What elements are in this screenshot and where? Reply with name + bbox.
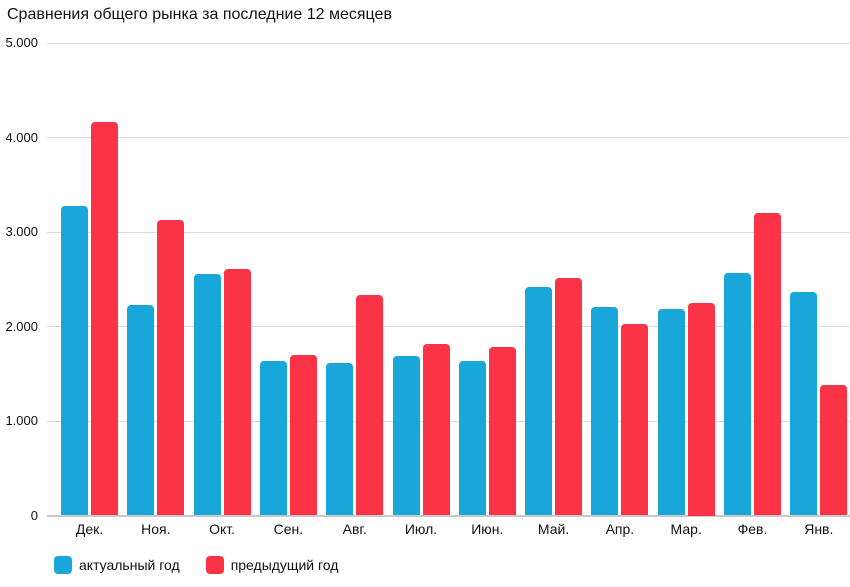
bar-previous-year[interactable]: [157, 219, 185, 516]
x-axis-tick-label: Авг.: [342, 521, 367, 537]
bar-previous-year[interactable]: [555, 278, 583, 516]
legend-label-previous-year: предыдущий год: [230, 557, 339, 573]
x-axis-tick-label: Мар.: [670, 521, 702, 537]
bar-current-year[interactable]: [392, 355, 420, 516]
bar-current-year[interactable]: [591, 306, 619, 516]
gridline: [47, 326, 850, 327]
bar-current-year[interactable]: [259, 360, 287, 516]
legend-swatch-current-year-icon: [54, 556, 72, 574]
legend-label-current-year: актуальный год: [79, 557, 180, 573]
x-axis-tick-label: Дек.: [75, 521, 104, 537]
bar-previous-year[interactable]: [422, 343, 450, 516]
y-axis-tick-label: 2.000: [5, 318, 38, 334]
bar-previous-year[interactable]: [356, 295, 384, 516]
x-axis-tick-label: Май.: [537, 521, 570, 537]
y-axis-tick-label: 0: [30, 507, 38, 523]
bar-current-year[interactable]: [193, 273, 221, 516]
x-axis-tick-label: Апр.: [605, 521, 635, 537]
gridline: [47, 231, 850, 233]
y-axis-tick-label: 3.000: [5, 224, 38, 239]
chart-title: Сравнения общего рынка за последние 12 м…: [7, 6, 392, 23]
x-axis-tick-label: Окт.: [209, 521, 236, 537]
x-axis-tick-label: Ноя.: [141, 521, 171, 537]
bar-current-year[interactable]: [724, 272, 751, 516]
bar-current-year[interactable]: [657, 308, 685, 516]
x-axis-tick-label: Сен.: [273, 521, 304, 537]
y-axis-tick-label: 4.000: [5, 129, 38, 145]
bar-previous-year[interactable]: [223, 268, 251, 516]
bar-current-year[interactable]: [61, 206, 88, 516]
chart-legend: актуальный год предыдущий год: [54, 556, 338, 574]
gridline: [47, 137, 850, 138]
bar-previous-year[interactable]: [820, 385, 848, 516]
x-axis-tick-label: Июн.: [471, 521, 504, 537]
x-axis-tick-label: Фев.: [737, 521, 768, 537]
bar-current-year[interactable]: [458, 360, 486, 516]
gridline: [47, 514, 850, 517]
bar-current-year[interactable]: [525, 286, 553, 516]
y-axis-tick-label: 1.000: [5, 413, 38, 428]
bar-previous-year[interactable]: [754, 213, 781, 516]
bar-current-year[interactable]: [127, 304, 155, 516]
bar-current-year[interactable]: [326, 363, 354, 516]
bar-previous-year[interactable]: [621, 323, 649, 516]
y-axis-tick-label: 5.000: [5, 35, 38, 50]
bar-previous-year[interactable]: [687, 302, 715, 516]
gridline: [47, 42, 850, 44]
bar-current-year[interactable]: [790, 292, 818, 516]
x-axis-tick-label: Янв.: [804, 521, 834, 537]
bar-previous-year[interactable]: [289, 354, 317, 516]
bar-previous-year[interactable]: [488, 347, 516, 516]
legend-item-previous-year[interactable]: предыдущий год: [205, 556, 339, 574]
x-axis-tick-label: Июл.: [404, 521, 438, 537]
legend-item-current-year[interactable]: актуальный год: [54, 556, 180, 574]
legend-swatch-previous-year-icon: [205, 556, 224, 574]
bar-previous-year[interactable]: [91, 122, 118, 516]
